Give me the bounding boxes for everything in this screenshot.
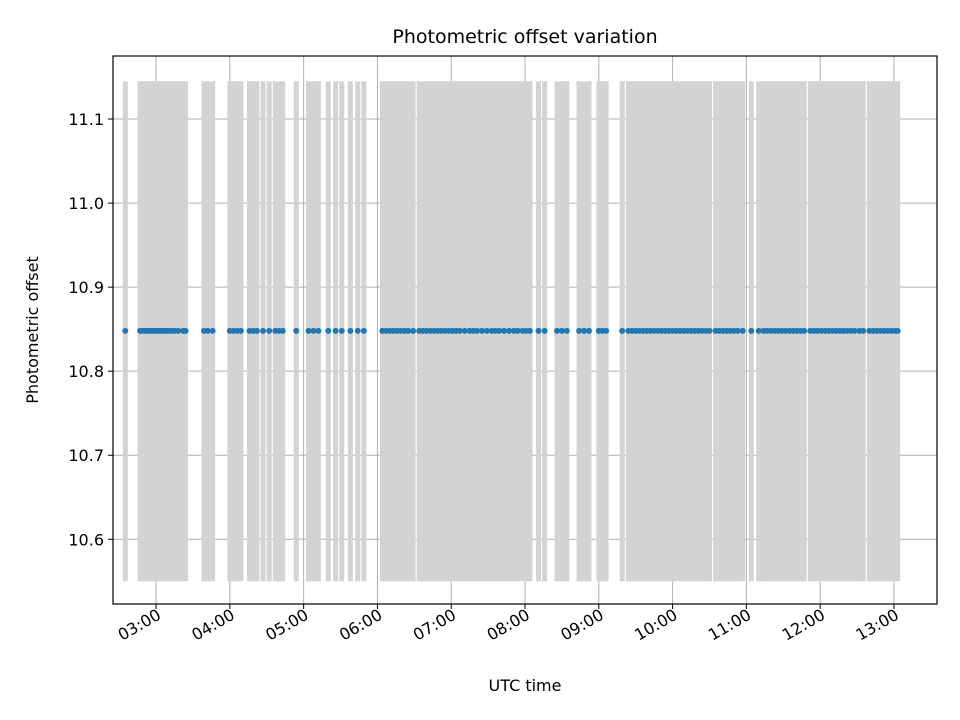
data-point — [535, 327, 542, 334]
data-point — [581, 327, 588, 334]
data-point — [526, 327, 533, 334]
data-point — [755, 327, 762, 334]
data-point — [603, 327, 610, 334]
data-point — [478, 327, 485, 334]
data-point — [501, 327, 508, 334]
x-axis-title: UTC time — [489, 676, 562, 695]
data-point — [410, 327, 417, 334]
data-point — [851, 327, 858, 334]
data-point — [122, 327, 129, 334]
data-point — [310, 327, 317, 334]
data-point — [354, 327, 361, 334]
x-tick-label: 07:00 — [410, 605, 459, 645]
x-tick-label: 13:00 — [853, 605, 902, 645]
x-tick-label: 05:00 — [262, 605, 311, 645]
x-tick-label: 09:00 — [557, 605, 606, 645]
x-tick-label: 06:00 — [336, 605, 385, 645]
data-point — [266, 327, 273, 334]
data-point — [801, 327, 808, 334]
data-point — [706, 327, 713, 334]
data-point — [483, 327, 490, 334]
x-axis-ticks: 03:00 04:00 05:00 06:00 07:00 08:00 09:00 10:00… — [115, 604, 902, 645]
data-point — [315, 327, 322, 334]
data-point — [739, 327, 746, 334]
y-tick-label: 10.9 — [68, 278, 104, 297]
data-point — [514, 327, 521, 334]
data-point — [360, 327, 367, 334]
data-point — [734, 327, 741, 334]
data-point — [506, 327, 513, 334]
y-tick-label: 10.6 — [68, 530, 104, 549]
data-point — [260, 327, 267, 334]
data-point — [175, 327, 182, 334]
x-tick-label: 03:00 — [115, 605, 164, 645]
data-point — [209, 327, 216, 334]
data-point — [338, 327, 345, 334]
data-point — [496, 327, 503, 334]
y-tick-label: 11.1 — [68, 110, 104, 129]
data-point — [558, 327, 565, 334]
chart-title: Photometric offset variation — [392, 26, 657, 48]
y-axis-title: Photometric offset — [23, 256, 42, 404]
data-points — [122, 327, 901, 334]
data-point — [405, 327, 412, 334]
x-tick-label: 04:00 — [188, 605, 237, 645]
data-point — [576, 327, 583, 334]
data-point — [253, 327, 260, 334]
data-point — [347, 327, 354, 334]
data-point — [585, 327, 592, 334]
data-point — [748, 327, 755, 334]
data-point — [325, 327, 332, 334]
x-tick-label: 10:00 — [631, 605, 680, 645]
x-tick-label: 12:00 — [779, 605, 828, 645]
data-point — [894, 327, 901, 334]
data-point — [860, 327, 867, 334]
data-point — [619, 327, 626, 334]
data-point — [553, 327, 560, 334]
data-point — [332, 327, 339, 334]
y-tick-label: 11.0 — [68, 194, 104, 213]
data-point — [305, 327, 312, 334]
data-point — [474, 327, 481, 334]
data-point — [237, 327, 244, 334]
y-tick-label: 10.8 — [68, 362, 104, 381]
data-point — [461, 327, 468, 334]
data-point — [279, 327, 286, 334]
data-point — [541, 327, 548, 334]
data-point — [182, 327, 189, 334]
y-axis-ticks: 10.6 10.7 10.8 10.9 11.0 11.1 — [68, 110, 113, 549]
x-tick-label: 08:00 — [484, 605, 533, 645]
data-point — [293, 327, 300, 334]
y-tick-label: 10.7 — [68, 446, 104, 465]
data-point — [204, 327, 211, 334]
x-tick-label: 11:00 — [705, 605, 754, 645]
data-point — [456, 327, 463, 334]
data-point — [563, 327, 570, 334]
